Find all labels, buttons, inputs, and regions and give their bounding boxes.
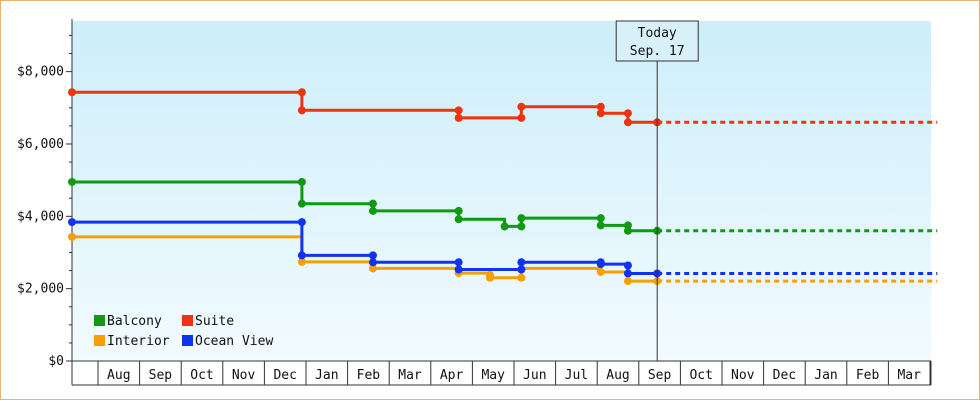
y-tick-label: $6,000	[17, 137, 64, 152]
legend-swatch	[182, 315, 193, 326]
legend-swatch	[182, 335, 193, 346]
today-label-line1: Today	[638, 26, 677, 41]
legend-swatch	[94, 335, 105, 346]
today-label-line2: Sep. 17	[630, 44, 685, 59]
series-point	[297, 106, 306, 115]
x-tick-label: Feb	[856, 368, 880, 383]
series-point	[623, 118, 632, 127]
series-point	[623, 109, 632, 118]
series-point	[68, 232, 76, 241]
x-tick-label: Feb	[357, 368, 381, 383]
series-point	[517, 222, 526, 231]
y-tick-label: $0	[48, 354, 64, 369]
series-point	[297, 218, 306, 227]
y-tick-label: $8,000	[17, 65, 64, 80]
series-point	[297, 177, 306, 186]
today-callout-box	[615, 20, 699, 62]
series-point	[454, 106, 463, 115]
legend: Balcony Suite Interior Ocean View	[94, 314, 273, 349]
series-point	[68, 88, 76, 97]
series-point	[454, 258, 463, 267]
series-point	[368, 258, 377, 267]
legend-label: Balcony	[107, 314, 162, 329]
series-point	[623, 277, 632, 286]
x-tick-label: Mar	[897, 368, 921, 383]
x-tick-label: Aug	[107, 368, 130, 383]
x-tick-label: Jun	[523, 368, 546, 383]
x-tick-label: Jul	[565, 368, 588, 383]
legend-swatch	[94, 315, 105, 326]
legend-label: Interior	[107, 334, 170, 349]
series-point	[596, 214, 605, 223]
x-tick-label: Apr	[440, 368, 464, 383]
series-point	[623, 261, 632, 270]
series-point	[297, 88, 306, 97]
series-point	[517, 102, 526, 111]
series-point	[368, 251, 377, 260]
series-point	[368, 264, 377, 273]
series-point	[454, 265, 463, 274]
series-point	[68, 177, 76, 186]
series-point	[454, 113, 463, 122]
x-tick-label: Nov	[232, 368, 256, 383]
series-point	[368, 206, 377, 215]
x-tick-label: Sep	[648, 368, 672, 383]
series-point	[500, 222, 509, 231]
x-tick-label: Sep	[149, 368, 173, 383]
series-point	[68, 218, 76, 227]
series-point	[596, 260, 605, 269]
series-point	[297, 251, 306, 260]
series-point	[454, 206, 463, 215]
x-tick-label: Dec	[273, 368, 296, 383]
legend-label: Ocean View	[195, 334, 273, 349]
plot-background	[72, 21, 931, 361]
series-point	[517, 265, 526, 274]
x-tick-label: Oct	[689, 368, 712, 383]
y-tick-label: $2,000	[17, 282, 64, 297]
series-line	[72, 220, 658, 275]
series-point	[596, 221, 605, 230]
series-point	[486, 270, 494, 279]
x-tick-label: Aug	[606, 368, 629, 383]
series-point	[368, 199, 377, 208]
x-tick-label: Jan	[814, 368, 837, 383]
series-point	[517, 214, 526, 223]
series-point	[517, 113, 526, 122]
x-tick-label: Jan	[315, 368, 338, 383]
axes: $0 $2,000 $4,000 $6,000 $8,000 Aug Sep Oct Nov De…	[17, 19, 932, 386]
x-tick-label: Oct	[190, 368, 213, 383]
series-point	[596, 268, 605, 277]
y-tick-label: $4,000	[17, 209, 64, 224]
series-point	[454, 215, 463, 224]
series-lines	[68, 88, 938, 286]
series-point	[623, 226, 632, 235]
x-tick-label: Nov	[731, 368, 755, 383]
series-point	[517, 273, 526, 282]
x-tick-label: Dec	[773, 368, 796, 383]
x-tick-label: Mar	[398, 368, 422, 383]
series-point	[517, 258, 526, 267]
series-point	[623, 269, 632, 278]
series-point	[596, 102, 605, 111]
series-point	[596, 109, 605, 118]
x-tick-label: May	[481, 368, 505, 383]
today-marker: Today Sep. 17	[615, 20, 699, 361]
legend-label: Suite	[195, 314, 234, 329]
series-point	[297, 257, 306, 266]
series-point	[297, 199, 306, 208]
